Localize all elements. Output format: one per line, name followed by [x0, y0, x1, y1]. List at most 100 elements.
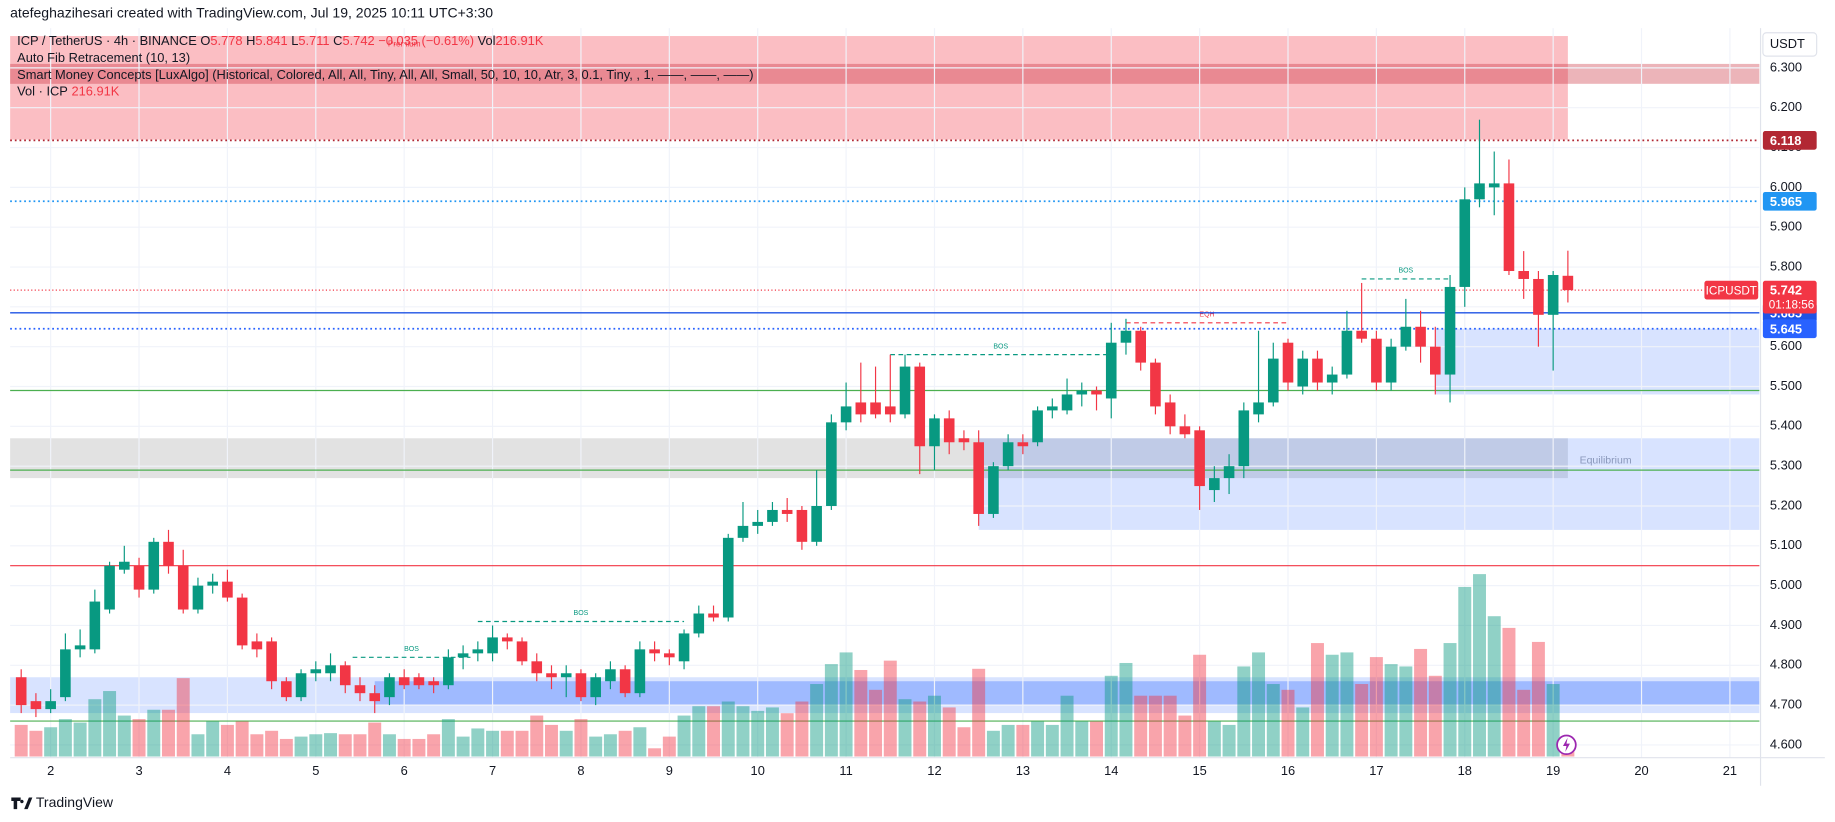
volume-bar [368, 722, 382, 757]
candle-body [1047, 406, 1058, 411]
zones: EquilibriumPremium [10, 36, 1760, 714]
volume-bar [1031, 721, 1045, 757]
x-tick-label: 9 [666, 763, 673, 778]
legend-symbol: ICP / TetherUS · 4h · BINANCE [17, 33, 197, 48]
candle-body [1223, 466, 1235, 479]
candle-body [1253, 402, 1264, 415]
volume-bar [117, 715, 131, 757]
candle-body [1150, 362, 1161, 407]
y-tick-label: 4.600 [1770, 736, 1802, 751]
x-tick-label: 5 [312, 763, 319, 778]
y-tick-label: 5.800 [1770, 258, 1802, 273]
zone-label: Equilibrium [1580, 454, 1632, 466]
x-tick-label: 15 [1192, 763, 1206, 778]
candle-body [413, 677, 425, 686]
ohlc-value: 5.742 [342, 33, 374, 48]
candle-body [870, 402, 881, 415]
candle-body [1091, 390, 1102, 395]
volume-bar [913, 701, 927, 757]
structure-label: BOS [1398, 268, 1413, 275]
volume-bar [1252, 652, 1266, 757]
candle-body [943, 418, 955, 443]
volume-bar [839, 652, 853, 757]
volume-bar [1193, 654, 1207, 757]
volume-bar [73, 722, 87, 757]
candle-body [781, 509, 793, 514]
candle-body [384, 677, 395, 698]
volume-bar [1134, 695, 1148, 757]
y-tick-label: 5.900 [1770, 219, 1802, 234]
legend-line: ICP / TetherUS · 4h · BINANCE O5.778 H5.… [17, 33, 544, 48]
candle-body [855, 402, 867, 415]
candle-body [325, 665, 336, 674]
x-tick-label: 16 [1281, 763, 1295, 778]
volume-bar [294, 736, 308, 757]
volume-bar [412, 738, 426, 757]
candle-body [1032, 410, 1043, 443]
candle-body [487, 637, 498, 654]
candle-body [693, 613, 705, 634]
volume-bar [633, 727, 647, 757]
symbol-tag-label: ICPUSDT [1706, 284, 1757, 297]
volume-bar [898, 699, 912, 757]
candles [15, 119, 1574, 718]
volume-bar [1369, 657, 1383, 757]
volume-bar [559, 730, 573, 757]
candle-body [634, 649, 646, 694]
credit: atefeghazihesari created with TradingVie… [10, 5, 493, 21]
volume-bar [500, 730, 514, 757]
price-marker-box [1762, 191, 1817, 211]
volume-bar [1060, 695, 1074, 757]
candle-body [251, 641, 263, 650]
logo-mark [11, 797, 33, 810]
legend-line: Vol · ICP 216.91K [17, 84, 120, 99]
volume-bar [765, 707, 779, 757]
candle-body [60, 649, 71, 698]
x-tick-label: 21 [1723, 763, 1737, 778]
zone [10, 36, 1568, 140]
volume-bar [309, 734, 323, 757]
candle-body [1120, 330, 1132, 343]
volume-bar [471, 728, 485, 757]
candle-body [339, 665, 351, 686]
vol-line-value: 216.91K [71, 84, 119, 99]
x-tick-label: 11 [839, 763, 852, 778]
ohlc-value: 5.841 [255, 33, 287, 48]
price-marker-box [1762, 131, 1817, 150]
x-tick-label: 20 [1634, 763, 1648, 778]
volume-bar [1237, 666, 1251, 757]
volume-bar [1104, 675, 1118, 757]
unit-box [1762, 32, 1818, 57]
candle-body [207, 581, 218, 586]
volume-bar [1458, 586, 1472, 757]
candle-body [310, 669, 322, 674]
volume-bar [1517, 689, 1531, 757]
y-tick-label: 4.800 [1770, 657, 1802, 672]
candle-body [1312, 358, 1323, 383]
volume-bar [1473, 574, 1486, 757]
volume-bar [206, 721, 220, 757]
volume-bar [1531, 641, 1545, 757]
volume-bar [545, 724, 558, 757]
candle-body [398, 677, 410, 686]
volume-bar [707, 706, 721, 757]
x-tick-label: 6 [401, 763, 408, 778]
logo-text: TradingView [36, 794, 114, 810]
volume-bar [1502, 627, 1516, 757]
symbol-tag [1704, 280, 1759, 300]
zone [10, 438, 1568, 479]
candle-body [1179, 426, 1191, 435]
candle-body [1518, 271, 1529, 279]
candle-body [973, 442, 984, 514]
countdown-label: 01:18:56 [1769, 298, 1815, 311]
volume-bar [810, 684, 824, 757]
zone [10, 63, 1760, 84]
ohlc-key: O [200, 33, 210, 48]
volume-bar [456, 736, 470, 757]
x-tick-label: 3 [135, 763, 142, 778]
candle-body [1371, 338, 1382, 383]
volume-bar [250, 734, 264, 757]
candle-body [1164, 402, 1176, 427]
ohlc-key: C [333, 33, 342, 48]
candle-body [560, 673, 572, 678]
